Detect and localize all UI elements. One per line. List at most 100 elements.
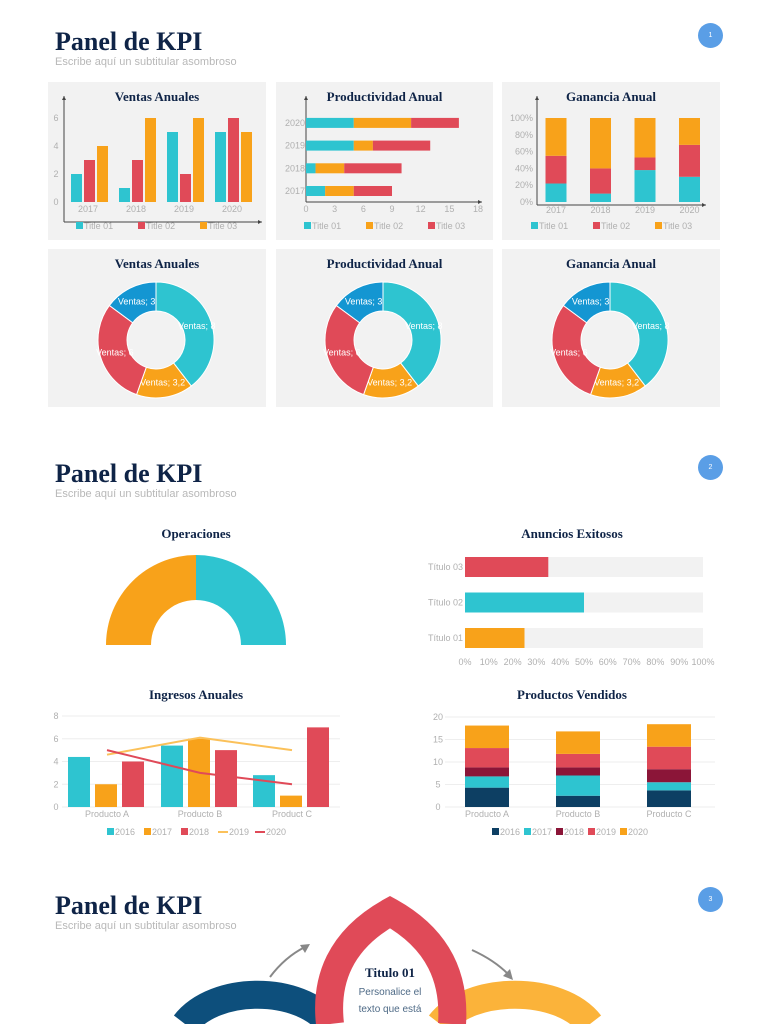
y-tick-label: 2020 <box>285 118 305 128</box>
bar <box>132 160 143 202</box>
legend-label: Title 02 <box>374 221 403 231</box>
legend-swatch <box>524 828 531 835</box>
bar-segment <box>353 117 412 128</box>
bar-segment <box>545 183 567 202</box>
bar <box>95 784 117 807</box>
donut-slice <box>551 304 601 396</box>
page-subtitle: Escribe aquí un subtitular asombroso <box>55 920 237 932</box>
x-tick-label: 2017 <box>78 204 98 214</box>
legend-label: 2018 <box>189 827 209 837</box>
donut-slice <box>562 281 611 324</box>
bar <box>215 132 226 202</box>
bar <box>97 146 108 202</box>
data-label: Ventas; 3,2 <box>594 377 639 387</box>
bar-segment <box>353 186 392 196</box>
donut-slice <box>97 304 147 396</box>
arrowhead-left-icon <box>300 944 310 953</box>
y-tick-label: 2017 <box>285 186 305 196</box>
legend-label: 2019 <box>229 827 249 837</box>
infographic-text-1: Personalice el <box>358 987 422 998</box>
x-tick-label: 60% <box>599 657 617 667</box>
bar <box>465 592 584 613</box>
donut-slice <box>324 304 374 396</box>
bar-segment <box>372 140 431 151</box>
infographic-title: Titulo 01 <box>365 965 415 980</box>
axis-arrow-icon <box>258 220 262 224</box>
legend-swatch <box>556 828 563 835</box>
legend-label: 2016 <box>500 827 520 837</box>
legend-label: 2020 <box>266 827 286 837</box>
bar <box>167 132 178 202</box>
x-tick-label: 3 <box>332 204 337 214</box>
x-tick-label: 50% <box>575 657 593 667</box>
legend-label: Title 03 <box>436 221 465 231</box>
legend-label: 2019 <box>596 827 616 837</box>
y-tick-label: 0 <box>435 802 440 812</box>
chart-title: Productos Vendidos <box>517 687 627 702</box>
legend-swatch <box>138 222 145 229</box>
bar <box>68 756 90 807</box>
y-tick-label: 40% <box>515 163 533 173</box>
page-title: Panel de KPI <box>55 27 203 56</box>
bar-segment <box>306 140 354 151</box>
x-tick-label: 12 <box>416 204 426 214</box>
page-title: Panel de KPI <box>55 459 203 488</box>
bar-segment <box>556 767 600 776</box>
bar-segment <box>647 724 691 747</box>
x-tick-label: Producto B <box>556 809 601 819</box>
data-label: Ventas; 6 <box>550 348 588 358</box>
legend-swatch <box>492 828 499 835</box>
chart-title: Productividad Anual <box>326 256 443 271</box>
legend-label: 2020 <box>628 827 648 837</box>
donut-slice <box>335 281 384 324</box>
x-tick-label: 2019 <box>174 204 194 214</box>
y-tick-label: 60% <box>515 147 533 157</box>
bar <box>228 118 239 202</box>
x-tick-label: 100% <box>691 657 714 667</box>
chart-title: Ganancia Anual <box>566 89 656 104</box>
half-donut-slice <box>196 555 286 645</box>
bar <box>241 132 252 202</box>
legend-label: Title 03 <box>208 221 237 231</box>
chart-title: Ventas Anuales <box>114 256 200 271</box>
donut-slice <box>108 281 157 324</box>
data-label: Ventas; 8 <box>178 321 216 331</box>
legend-label: 2018 <box>564 827 584 837</box>
legend-swatch <box>655 222 662 229</box>
x-tick-label: 90% <box>670 657 688 667</box>
legend-label: Title 01 <box>84 221 113 231</box>
page-subtitle: Escribe aquí un subtitular asombroso <box>55 56 237 68</box>
data-label: Ventas; 8 <box>632 321 670 331</box>
page-number-badge: 1 <box>698 23 723 48</box>
bar-segment <box>647 790 691 807</box>
bar-segment <box>465 725 509 749</box>
y-tick-label: 6 <box>53 113 58 123</box>
bar <box>465 628 525 648</box>
x-tick-label: 15 <box>444 204 454 214</box>
y-tick-label: 2018 <box>285 163 305 173</box>
arrowhead-right-icon <box>503 969 513 980</box>
axis-arrow-icon <box>62 96 66 100</box>
bar-segment <box>465 767 509 777</box>
bar-segment <box>545 155 567 184</box>
bar-segment <box>590 193 611 202</box>
y-tick-label: 20% <box>515 180 533 190</box>
chart-title: Ingresos Anuales <box>148 687 244 702</box>
y-tick-label: 2 <box>53 169 58 179</box>
legend-swatch <box>588 828 595 835</box>
y-tick-label: 0% <box>520 197 533 207</box>
bar-segment <box>325 186 354 196</box>
bar-segment <box>647 769 691 783</box>
x-tick-label: 10% <box>480 657 498 667</box>
x-tick-label: Producto A <box>465 809 509 819</box>
bar-segment <box>634 157 656 171</box>
legend-label: Title 01 <box>539 221 568 231</box>
bar <box>71 174 82 202</box>
bar-segment <box>679 176 700 202</box>
legend-swatch <box>181 828 188 835</box>
y-tick-label: Título 03 <box>428 562 463 572</box>
bar <box>307 727 329 807</box>
bar-segment <box>306 186 326 196</box>
y-tick-label: Título 02 <box>428 598 463 608</box>
